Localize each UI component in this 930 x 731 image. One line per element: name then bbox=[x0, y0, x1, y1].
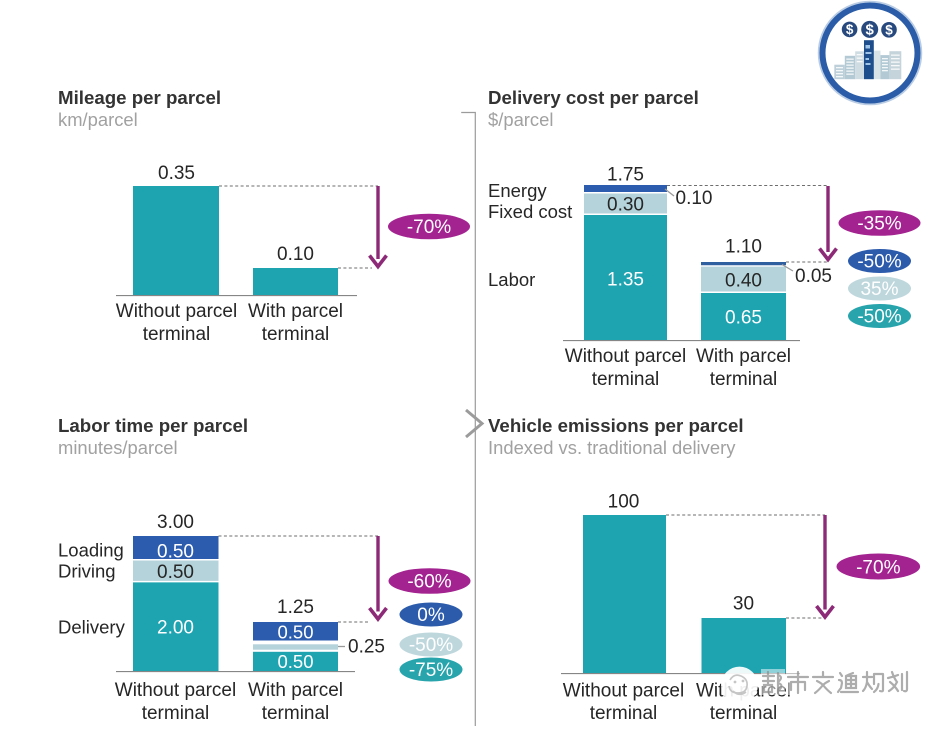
svg-text:0.65: 0.65 bbox=[725, 308, 762, 329]
svg-text:terminal: terminal bbox=[590, 703, 658, 724]
svg-text:1.75: 1.75 bbox=[607, 165, 644, 186]
svg-text:-75%: -75% bbox=[409, 660, 453, 681]
svg-text:30: 30 bbox=[733, 594, 754, 615]
svg-text:-50%: -50% bbox=[409, 635, 453, 656]
svg-text:0.10: 0.10 bbox=[277, 244, 314, 265]
svg-text:With parcel: With parcel bbox=[696, 346, 791, 367]
svg-text:minutes/parcel: minutes/parcel bbox=[58, 437, 178, 458]
svg-text:1.35: 1.35 bbox=[607, 270, 644, 291]
svg-text:0.05: 0.05 bbox=[795, 266, 832, 287]
svg-text:0.30: 0.30 bbox=[607, 195, 644, 216]
svg-text:3.00: 3.00 bbox=[157, 512, 194, 533]
svg-text:-35%: -35% bbox=[857, 214, 901, 235]
svg-text:Fixed cost: Fixed cost bbox=[488, 201, 572, 222]
svg-text:$: $ bbox=[866, 22, 875, 39]
svg-text:Loading: Loading bbox=[58, 540, 124, 561]
svg-text:-50%: -50% bbox=[857, 307, 901, 328]
svg-text:Without parcel: Without parcel bbox=[115, 680, 236, 701]
svg-text:With parcel: With parcel bbox=[248, 680, 343, 701]
svg-text:1.10: 1.10 bbox=[725, 237, 762, 258]
svg-text:0.50: 0.50 bbox=[277, 622, 313, 643]
svg-text:100: 100 bbox=[608, 492, 640, 513]
svg-text:$/parcel: $/parcel bbox=[488, 109, 553, 130]
svg-text:0.25: 0.25 bbox=[348, 637, 385, 658]
svg-text:0.50: 0.50 bbox=[157, 562, 194, 583]
svg-text:$: $ bbox=[885, 23, 893, 38]
svg-text:Without parcel: Without parcel bbox=[563, 681, 684, 702]
svg-text:With parcel: With parcel bbox=[248, 301, 343, 322]
svg-text:terminal: terminal bbox=[262, 703, 330, 724]
svg-text:0.50: 0.50 bbox=[277, 651, 313, 672]
svg-text:Without parcel: Without parcel bbox=[116, 301, 237, 322]
svg-text:Indexed vs. traditional delive: Indexed vs. traditional delivery bbox=[488, 437, 736, 458]
svg-text:0.10: 0.10 bbox=[676, 188, 713, 209]
svg-text:$: $ bbox=[846, 22, 854, 37]
svg-text:2.00: 2.00 bbox=[157, 618, 194, 639]
svg-text:-50%: -50% bbox=[857, 252, 901, 273]
svg-text:terminal: terminal bbox=[143, 324, 211, 345]
svg-text:Delivery: Delivery bbox=[58, 617, 126, 638]
svg-text:0.40: 0.40 bbox=[725, 271, 762, 292]
svg-text:terminal: terminal bbox=[710, 369, 778, 390]
svg-text:Labor: Labor bbox=[488, 269, 535, 290]
svg-text:0.35: 0.35 bbox=[158, 163, 195, 184]
svg-text:Mileage per parcel: Mileage per parcel bbox=[58, 87, 221, 108]
svg-text:Driving: Driving bbox=[58, 561, 116, 582]
svg-text:0%: 0% bbox=[417, 605, 445, 626]
svg-text:terminal: terminal bbox=[592, 369, 660, 390]
svg-text:terminal: terminal bbox=[142, 703, 210, 724]
svg-text:Without parcel: Without parcel bbox=[565, 346, 686, 367]
svg-text:-60%: -60% bbox=[407, 572, 451, 593]
svg-text:1.25: 1.25 bbox=[277, 597, 314, 618]
svg-text:35%: 35% bbox=[860, 279, 898, 300]
svg-text:Energy: Energy bbox=[488, 180, 547, 201]
svg-text:-70%: -70% bbox=[856, 558, 900, 579]
svg-text:Delivery cost per parcel: Delivery cost per parcel bbox=[488, 87, 699, 108]
svg-text:km/parcel: km/parcel bbox=[58, 109, 138, 130]
svg-text:Vehicle emissions per parcel: Vehicle emissions per parcel bbox=[488, 415, 744, 436]
svg-text:terminal: terminal bbox=[262, 324, 330, 345]
svg-text:0.50: 0.50 bbox=[157, 541, 194, 562]
svg-text:-70%: -70% bbox=[407, 217, 451, 238]
svg-text:Labor time per parcel: Labor time per parcel bbox=[58, 415, 248, 436]
svg-text:terminal: terminal bbox=[710, 703, 778, 724]
